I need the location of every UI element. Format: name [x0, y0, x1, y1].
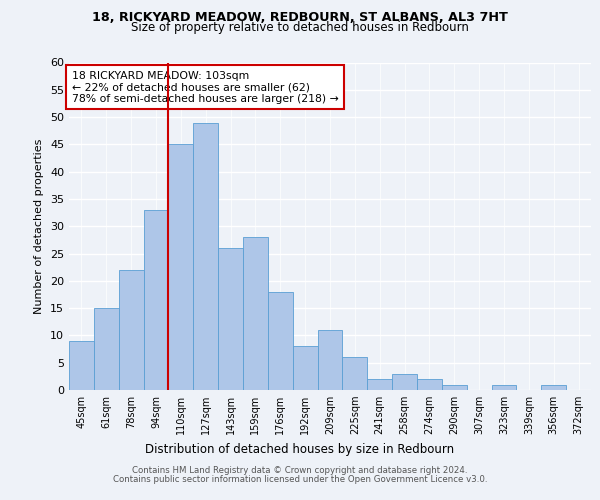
Text: 18, RICKYARD MEADOW, REDBOURN, ST ALBANS, AL3 7HT: 18, RICKYARD MEADOW, REDBOURN, ST ALBANS… — [92, 11, 508, 24]
Bar — [541, 384, 566, 390]
Bar — [143, 210, 169, 390]
Bar — [317, 330, 343, 390]
Text: Distribution of detached houses by size in Redbourn: Distribution of detached houses by size … — [145, 442, 455, 456]
Bar — [119, 270, 143, 390]
Y-axis label: Number of detached properties: Number of detached properties — [34, 138, 44, 314]
Bar — [343, 357, 367, 390]
Bar — [94, 308, 119, 390]
Bar — [169, 144, 193, 390]
Bar — [293, 346, 317, 390]
Bar — [69, 341, 94, 390]
Bar — [417, 379, 442, 390]
Bar — [193, 122, 218, 390]
Text: 18 RICKYARD MEADOW: 103sqm
← 22% of detached houses are smaller (62)
78% of semi: 18 RICKYARD MEADOW: 103sqm ← 22% of deta… — [71, 70, 338, 104]
Bar — [392, 374, 417, 390]
Text: Contains HM Land Registry data © Crown copyright and database right 2024.: Contains HM Land Registry data © Crown c… — [132, 466, 468, 475]
Bar — [218, 248, 243, 390]
Text: Contains public sector information licensed under the Open Government Licence v3: Contains public sector information licen… — [113, 475, 487, 484]
Bar — [268, 292, 293, 390]
Bar — [491, 384, 517, 390]
Bar — [367, 379, 392, 390]
Bar — [442, 384, 467, 390]
Bar — [243, 237, 268, 390]
Text: Size of property relative to detached houses in Redbourn: Size of property relative to detached ho… — [131, 22, 469, 35]
